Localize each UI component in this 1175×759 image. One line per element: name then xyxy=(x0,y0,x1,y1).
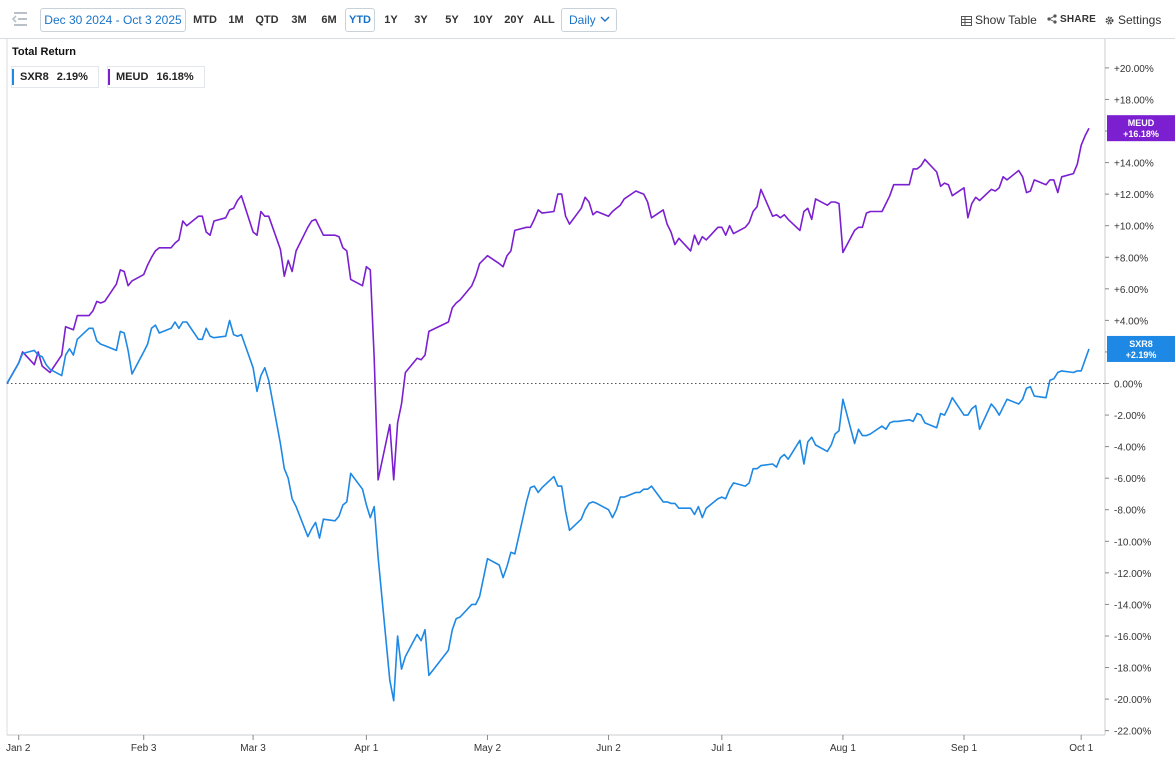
chart-toolbar: Dec 30 2024 - Oct 3 2025 MTD 1M QTD 3M 6… xyxy=(0,0,1175,39)
x-tick-label: Sep 1 xyxy=(951,743,978,754)
legend-item-meud[interactable]: MEUD 16.18% xyxy=(107,66,205,88)
legend-swatch-sxr8 xyxy=(12,69,14,85)
gear-icon xyxy=(1105,16,1114,25)
y-tick-label: -10.00% xyxy=(1114,537,1151,548)
y-tick-label: -2.00% xyxy=(1114,411,1146,422)
legend-name-meud: MEUD xyxy=(116,71,149,83)
y-tick-label: -6.00% xyxy=(1114,474,1146,485)
range-button-5y[interactable]: 5Y xyxy=(445,14,459,26)
legend-value-sxr8: 2.19% xyxy=(56,71,88,83)
x-tick-label: May 2 xyxy=(474,743,502,754)
y-tick-label: -22.00% xyxy=(1114,727,1151,738)
share-icon xyxy=(1047,14,1057,24)
end-label-sxr8 xyxy=(1107,335,1175,362)
settings-button[interactable]: Settings xyxy=(1104,12,1161,28)
end-label-value-meud: +16.18% xyxy=(1123,129,1159,139)
range-button-6m[interactable]: 6M xyxy=(321,14,337,26)
series-line-meud xyxy=(6,127,1090,481)
y-tick-label: -16.00% xyxy=(1114,632,1151,643)
x-tick-label: Jan 2 xyxy=(6,743,31,754)
show-table-button[interactable]: Show Table xyxy=(961,12,1037,28)
range-button-1y[interactable]: 1Y xyxy=(384,14,398,26)
end-label-name-sxr8: SXR8 xyxy=(1129,339,1153,349)
end-label-meud xyxy=(1107,115,1175,142)
x-tick-label: Jun 2 xyxy=(596,743,621,754)
table-icon xyxy=(961,16,972,26)
y-tick-label: +12.00% xyxy=(1114,190,1154,201)
range-button-all[interactable]: ALL xyxy=(533,14,555,26)
settings-label: Settings xyxy=(1118,13,1162,27)
range-button-ytd[interactable]: YTD xyxy=(345,8,375,32)
y-tick-label: 0.00% xyxy=(1114,380,1142,391)
y-tick-label: +6.00% xyxy=(1114,285,1148,296)
x-tick-label: Apr 1 xyxy=(354,743,378,754)
range-button-1m[interactable]: 1M xyxy=(228,14,244,26)
y-tick-label: +10.00% xyxy=(1114,222,1154,233)
share-label: SHARE xyxy=(1060,14,1097,25)
show-table-label: Show Table xyxy=(975,13,1037,27)
y-tick-label: -4.00% xyxy=(1114,443,1146,454)
interval-select[interactable]: Daily xyxy=(561,8,617,32)
y-tick-label: -12.00% xyxy=(1114,569,1151,580)
end-label-name-meud: MEUD xyxy=(1128,118,1155,128)
range-button-mtd[interactable]: MTD xyxy=(193,14,217,26)
y-tick-label: +14.00% xyxy=(1114,159,1154,170)
chevron-down-icon xyxy=(600,16,610,22)
interval-select-value: Daily xyxy=(569,13,596,27)
range-button-10y[interactable]: 10Y xyxy=(473,14,493,26)
x-tick-label: Mar 3 xyxy=(240,743,266,754)
series-line-sxr8 xyxy=(6,319,1090,702)
y-tick-label: +4.00% xyxy=(1114,316,1148,327)
legend-swatch-meud xyxy=(108,69,110,85)
x-tick-label: Feb 3 xyxy=(131,743,157,754)
legend-item-sxr8[interactable]: SXR8 2.19% xyxy=(11,66,99,88)
y-tick-label: -14.00% xyxy=(1114,600,1151,611)
y-tick-label: -8.00% xyxy=(1114,506,1146,517)
range-button-3y[interactable]: 3Y xyxy=(414,14,428,26)
x-tick-label: Oct 1 xyxy=(1069,743,1093,754)
range-button-qtd[interactable]: QTD xyxy=(255,14,279,26)
x-tick-label: Aug 1 xyxy=(830,743,857,754)
y-tick-label: -18.00% xyxy=(1114,664,1151,675)
y-tick-label: -20.00% xyxy=(1114,695,1151,706)
y-tick-label: +18.00% xyxy=(1114,95,1154,106)
collapse-menu-icon[interactable] xyxy=(10,10,30,28)
y-tick-label: +8.00% xyxy=(1114,253,1148,264)
end-label-value-sxr8: +2.19% xyxy=(1126,350,1157,360)
chart-title: Total Return xyxy=(12,46,76,58)
share-button[interactable]: SHARE xyxy=(1047,12,1096,28)
range-button-20y[interactable]: 20Y xyxy=(504,14,524,26)
date-range-picker[interactable]: Dec 30 2024 - Oct 3 2025 xyxy=(40,8,186,32)
y-tick-label: +20.00% xyxy=(1114,64,1154,75)
x-tick-label: Jul 1 xyxy=(711,743,733,754)
legend-value-meud: 16.18% xyxy=(156,71,194,83)
legend-name-sxr8: SXR8 xyxy=(20,71,49,83)
range-button-3m[interactable]: 3M xyxy=(291,14,307,26)
